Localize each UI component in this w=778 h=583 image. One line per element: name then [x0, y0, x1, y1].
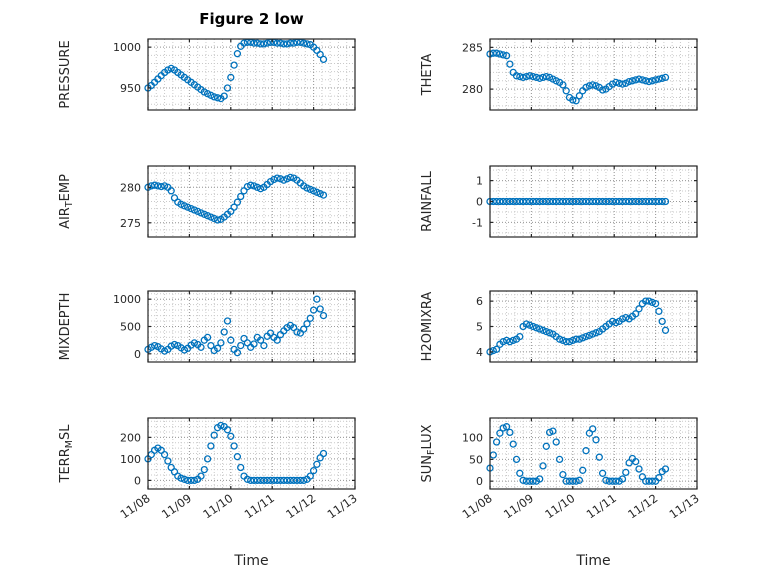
y-tick-label: 4: [476, 346, 483, 359]
x-axis-title: Time: [233, 553, 268, 569]
y-axis-label-rainfall: RAINFALL: [420, 170, 435, 231]
x-tick-label: 11/13: [667, 491, 702, 521]
axes-box: [147, 38, 356, 111]
tick-marks: [147, 418, 356, 489]
y-tick-label: 0: [476, 196, 483, 209]
x-tick-label: 11/12: [625, 491, 660, 521]
figure-title: Figure 2 low: [199, 10, 304, 28]
tick-marks: [489, 418, 698, 489]
x-tick-label: 11/08: [118, 491, 153, 521]
y-axis-label-pressure: PRESSURE: [58, 40, 73, 108]
subplot-sun-flux: 0 50 100 SUNFLUX 11/08 11/09 11/10 11/11 11/12 11…: [420, 417, 702, 569]
series-markers-mixdepth: [144, 295, 328, 357]
tick-marks: [489, 291, 698, 362]
subplot-theta: 280 285 THETA: [420, 38, 698, 111]
axes-box: [489, 417, 698, 490]
x-tick-label: 11/12: [283, 491, 318, 521]
subplot-rainfall: -1 0 1 RAINFALL: [420, 165, 698, 238]
series-markers-rainfall: [486, 197, 670, 206]
y-tick-label: 0: [134, 474, 141, 487]
subplot-air-temp: 275 280 AIRTEMP: [58, 165, 356, 238]
y-axis-label-h2omixra: H2OMIXRA: [420, 292, 435, 362]
subplot-terr-msl: 0 100 200 TERRMSL 11/08 11/09 11/10 11/11 11/12 1…: [58, 417, 360, 569]
y-tick-label: 1000: [113, 293, 141, 306]
y-tick-label: 500: [120, 321, 141, 334]
subplot-pressure: 950 1000 PRESSURE: [58, 38, 356, 111]
y-tick-label: 50: [469, 453, 483, 466]
y-tick-label: 1000: [113, 41, 141, 54]
series-markers-theta: [486, 49, 670, 105]
y-tick-label: 950: [120, 82, 141, 95]
plot-area: [148, 291, 355, 362]
y-axis-label-sun-flux: SUNFLUX: [420, 424, 437, 482]
y-tick-label: 6: [476, 295, 483, 308]
y-tick-label: -1: [472, 216, 483, 229]
y-axis-label-terr-msl: TERRMSL: [58, 424, 75, 484]
y-tick-label: 285: [462, 41, 483, 54]
x-tick-label: 11/13: [325, 491, 360, 521]
tick-marks: [147, 39, 356, 110]
tick-marks: [147, 291, 356, 362]
y-tick-label: 100: [120, 453, 141, 466]
x-tick-label: 11/09: [159, 491, 194, 521]
series-markers-h2omixra: [486, 297, 670, 356]
tick-marks: [489, 166, 698, 237]
x-tick-label: 11/10: [200, 491, 235, 521]
y-tick-label: 5: [476, 321, 483, 334]
y-tick-label: 0: [476, 475, 483, 488]
axes-box: [147, 165, 356, 238]
y-axis-label-air-temp: AIRTEMP: [58, 174, 75, 229]
y-tick-label: 100: [462, 432, 483, 445]
x-tick-label: 11/11: [584, 491, 619, 521]
y-tick-label: 280: [462, 83, 483, 96]
y-tick-label: 1: [476, 175, 483, 188]
series-markers-sun-flux: [486, 423, 670, 485]
y-tick-label: 280: [120, 181, 141, 194]
axes-box: [489, 38, 698, 111]
series-markers-terr-msl: [144, 421, 328, 485]
x-tick-label: 11/08: [460, 491, 495, 521]
y-tick-label: 200: [120, 431, 141, 444]
tick-marks: [489, 39, 698, 110]
y-axis-label-mixdepth: MIXDEPTH: [58, 293, 73, 361]
x-tick-label: 11/10: [542, 491, 577, 521]
x-axis-title: Time: [575, 553, 610, 569]
x-tick-label: 11/11: [242, 491, 277, 521]
subplot-mixdepth: 0 500 1000 MIXDEPTH: [58, 290, 356, 363]
plot-area: [490, 291, 697, 362]
tick-marks: [147, 166, 356, 237]
y-tick-label: 275: [120, 217, 141, 230]
axes-box: [147, 417, 356, 490]
y-axis-label-theta: THETA: [420, 54, 435, 97]
series-markers-air-temp: [144, 173, 328, 224]
x-tick-label: 11/09: [501, 491, 536, 521]
subplot-h2omixra: 4 5 6 H2OMIXRA: [420, 290, 698, 363]
y-tick-label: 0: [134, 348, 141, 361]
